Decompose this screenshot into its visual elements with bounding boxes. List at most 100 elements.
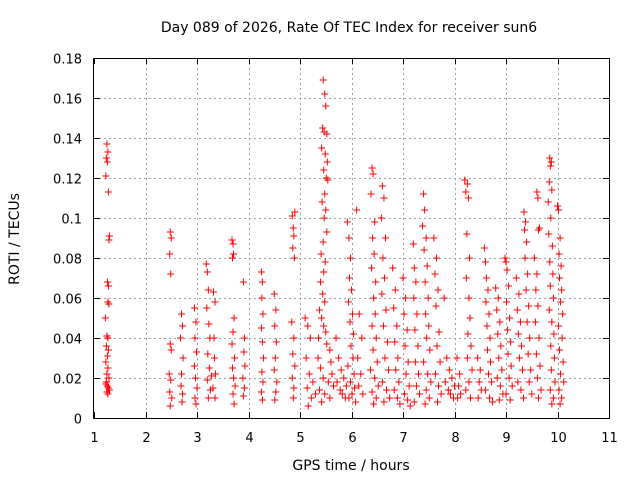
data-point xyxy=(512,274,520,282)
data-point xyxy=(484,370,492,378)
data-point xyxy=(165,370,173,378)
data-point xyxy=(556,274,564,282)
data-point xyxy=(405,382,413,390)
data-point xyxy=(307,394,315,402)
data-point xyxy=(443,354,451,362)
data-point xyxy=(440,294,448,302)
data-point xyxy=(467,342,475,350)
data-point xyxy=(257,268,265,276)
data-point xyxy=(461,176,469,184)
data-point xyxy=(475,378,483,386)
data-point xyxy=(501,254,509,262)
data-point xyxy=(190,304,198,312)
data-point xyxy=(515,290,523,298)
data-point xyxy=(324,378,332,386)
data-point xyxy=(203,376,211,384)
data-point xyxy=(179,354,187,362)
data-point xyxy=(327,358,335,366)
y-tick-label: 0.16 xyxy=(53,93,82,108)
data-point xyxy=(432,254,440,262)
data-point xyxy=(420,246,428,254)
data-point xyxy=(465,378,473,386)
data-point xyxy=(272,338,280,346)
data-point xyxy=(212,370,220,378)
data-point xyxy=(273,378,281,386)
data-point xyxy=(317,278,325,286)
data-point xyxy=(410,398,418,406)
data-point xyxy=(103,370,111,378)
data-point xyxy=(496,318,504,326)
data-point xyxy=(345,394,353,402)
data-point xyxy=(323,228,331,236)
data-point xyxy=(228,340,236,348)
data-point xyxy=(489,398,497,406)
data-point xyxy=(412,278,420,286)
data-point xyxy=(434,398,442,406)
data-point xyxy=(536,362,544,370)
data-point xyxy=(230,400,238,408)
y-tick-label: 0.02 xyxy=(53,373,82,388)
data-point xyxy=(318,398,326,406)
x-tick-label: 9 xyxy=(502,431,510,446)
x-tick-label: 10 xyxy=(550,431,567,446)
data-point xyxy=(534,226,542,234)
data-point xyxy=(272,306,280,314)
data-point xyxy=(322,328,330,336)
data-point xyxy=(558,394,566,402)
data-point xyxy=(291,362,299,370)
data-point xyxy=(466,314,474,322)
data-point xyxy=(333,378,341,386)
data-point xyxy=(548,186,556,194)
data-point xyxy=(493,306,501,314)
data-point xyxy=(271,322,279,330)
data-point xyxy=(104,364,112,372)
data-point xyxy=(549,394,557,402)
data-point xyxy=(504,350,512,358)
data-points xyxy=(101,76,568,410)
data-point xyxy=(369,234,377,242)
data-point xyxy=(495,354,503,362)
data-point xyxy=(104,148,112,156)
data-point xyxy=(410,294,418,302)
data-point xyxy=(103,140,111,148)
data-point xyxy=(166,388,174,396)
data-point xyxy=(557,262,565,270)
data-point xyxy=(352,398,360,406)
data-point xyxy=(546,258,554,266)
data-point xyxy=(358,334,366,342)
data-point xyxy=(204,286,212,294)
data-point xyxy=(343,218,351,226)
data-point xyxy=(474,354,482,362)
data-point xyxy=(372,394,380,402)
data-point xyxy=(524,270,532,278)
data-point xyxy=(271,396,279,404)
data-point xyxy=(205,364,213,372)
data-point xyxy=(503,266,511,274)
data-point xyxy=(424,370,432,378)
data-point xyxy=(545,306,553,314)
data-point xyxy=(178,310,186,318)
data-point xyxy=(396,400,404,408)
data-point xyxy=(314,354,322,362)
data-point xyxy=(240,384,248,392)
data-point xyxy=(393,322,401,330)
data-point xyxy=(229,254,237,262)
data-point xyxy=(105,232,113,240)
data-point xyxy=(502,390,510,398)
y-tick-label: 0.04 xyxy=(53,333,82,348)
data-point xyxy=(166,402,174,410)
data-point xyxy=(192,348,200,356)
data-point xyxy=(555,206,563,214)
data-point xyxy=(493,374,501,382)
data-point xyxy=(379,322,387,330)
data-point xyxy=(368,264,376,272)
data-point xyxy=(476,366,484,374)
data-point xyxy=(462,274,470,282)
data-point xyxy=(560,378,568,386)
data-point xyxy=(368,322,376,330)
y-tick-label: 0.1 xyxy=(61,213,82,228)
data-point xyxy=(321,150,329,158)
data-point xyxy=(464,194,472,202)
data-point xyxy=(380,274,388,282)
data-point xyxy=(166,340,174,348)
